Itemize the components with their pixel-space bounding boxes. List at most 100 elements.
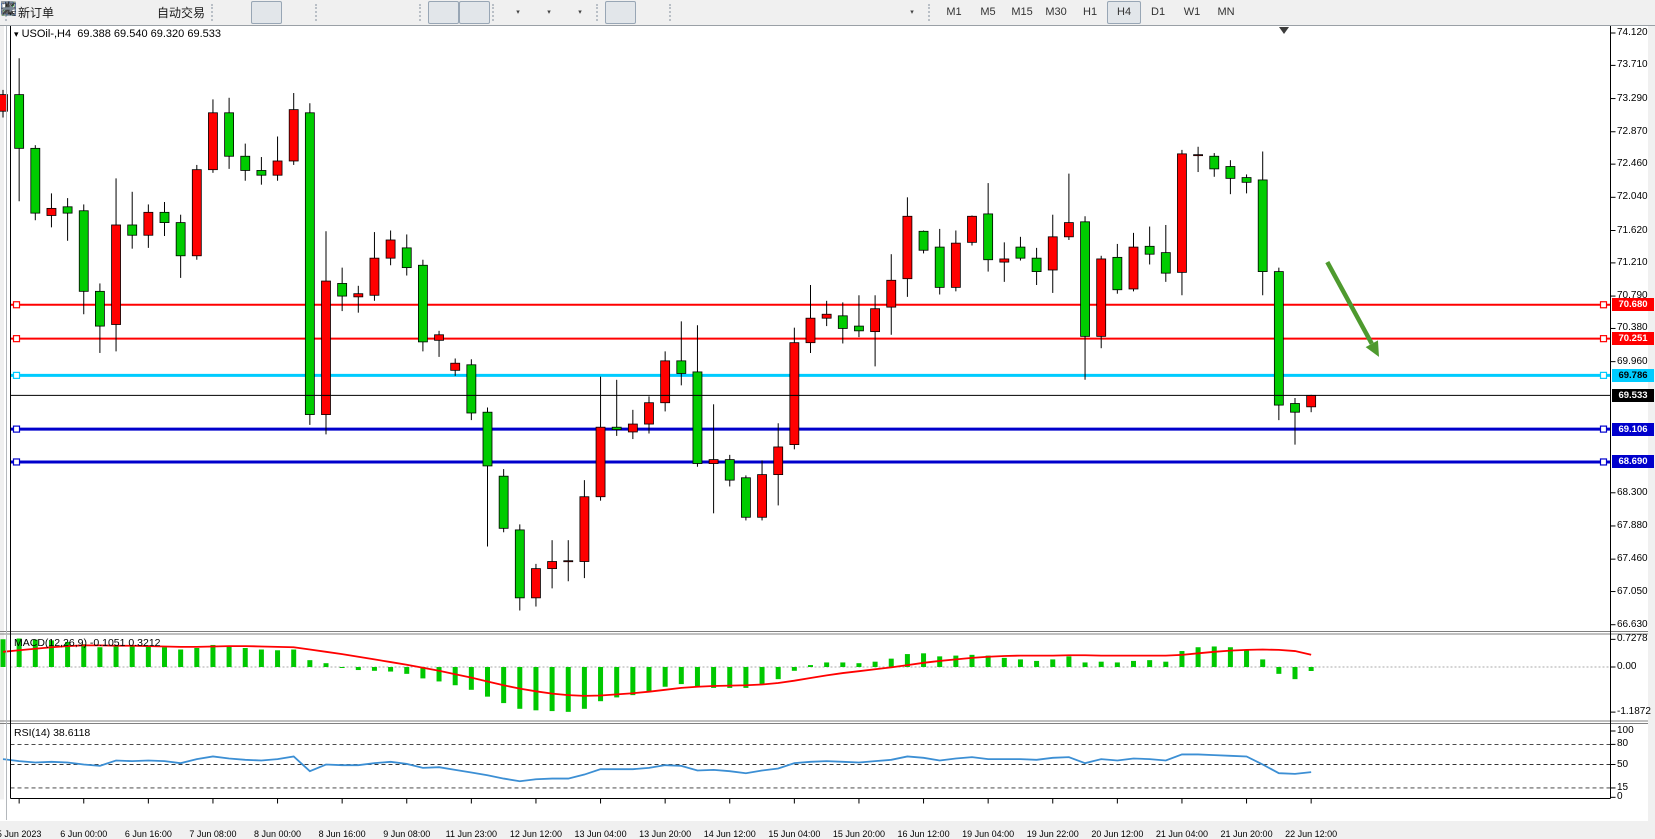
timeframe-h4-button[interactable]: H4 bbox=[1107, 0, 1142, 24]
toolbar-grip[interactable] bbox=[419, 3, 424, 21]
macd-histogram-bar bbox=[1001, 657, 1007, 667]
text-button[interactable]: A bbox=[4, 1, 864, 24]
level-line-handle[interactable] bbox=[12, 425, 21, 433]
cursor-button[interactable] bbox=[5, 0, 637, 24]
macd-histogram-bar bbox=[97, 647, 103, 667]
macd-histogram-bar bbox=[16, 638, 22, 667]
toolbar-grip[interactable] bbox=[928, 3, 933, 21]
level-line-handle[interactable] bbox=[12, 335, 21, 343]
crosshair-button[interactable] bbox=[1, 1, 667, 24]
autotrade-button[interactable]: 自动交易 bbox=[1, 1, 209, 24]
level-line-handle[interactable] bbox=[12, 371, 21, 379]
new-order-button[interactable]: 新订单 bbox=[14, 1, 58, 24]
label-button[interactable]: T bbox=[1, 1, 895, 24]
template-button[interactable]: ▾ bbox=[1, 1, 594, 24]
shapes-button[interactable]: ▾ bbox=[2, 1, 926, 24]
macd-histogram-bar bbox=[1082, 662, 1088, 667]
level-line-handle[interactable] bbox=[12, 301, 21, 309]
window-bottom-edge bbox=[0, 821, 1655, 830]
gold-icon-button[interactable] bbox=[1, 1, 89, 24]
macd-histogram-bar bbox=[533, 667, 539, 711]
candle-body bbox=[498, 475, 509, 529]
chart-shift-marker-icon[interactable] bbox=[1279, 27, 1289, 34]
time-axis-label: 13 Jun 20:00 bbox=[639, 829, 692, 839]
candle-body bbox=[983, 213, 994, 261]
macd-histogram-bar bbox=[1017, 659, 1023, 667]
candle-body bbox=[482, 411, 493, 467]
timeframe-h1-button[interactable]: H1 bbox=[1083, 6, 1098, 18]
macd-histogram-bar bbox=[1211, 646, 1217, 667]
zoom-out-button[interactable] bbox=[1, 1, 386, 24]
macd-histogram-bar bbox=[711, 667, 717, 688]
signals-button[interactable] bbox=[1, 1, 151, 24]
level-line-handle[interactable] bbox=[1599, 425, 1608, 433]
timeframe-m1-button[interactable]: M1 bbox=[946, 6, 962, 18]
line-chart-button[interactable] bbox=[1, 1, 313, 24]
market-watch-button[interactable] bbox=[1, 1, 120, 24]
macd-histogram-bar bbox=[242, 648, 248, 667]
macd-histogram-bar bbox=[969, 654, 975, 667]
macd-histogram-bar bbox=[598, 667, 604, 702]
level-line-handle[interactable] bbox=[1599, 335, 1608, 343]
timeframe-m30-button[interactable]: M30 bbox=[1045, 6, 1067, 18]
level-line-handle[interactable] bbox=[1599, 371, 1608, 379]
period-button[interactable]: ▾ bbox=[1, 1, 563, 24]
chart-shift-button[interactable] bbox=[1, 0, 491, 24]
candle-body bbox=[353, 293, 364, 298]
trend-arrow-annotation[interactable] bbox=[1325, 261, 1374, 345]
macd-histogram-bar bbox=[194, 648, 200, 667]
timeframe-m5-button[interactable]: M5 bbox=[980, 6, 996, 18]
price-axis-label: 69.960 bbox=[1617, 355, 1648, 367]
candle-body bbox=[1047, 236, 1058, 271]
collapse-triangle-icon[interactable]: ▾ bbox=[14, 29, 19, 39]
channel-button[interactable]: E bbox=[1, 1, 802, 24]
horizontal-line-button[interactable] bbox=[1, 1, 740, 24]
timeframe-mn-button[interactable]: MN bbox=[1217, 6, 1235, 18]
toolbar-grip[interactable] bbox=[669, 3, 674, 21]
candle-body bbox=[886, 279, 897, 308]
macd-histogram-bar bbox=[1179, 651, 1185, 667]
price-axis-label: 72.460 bbox=[1617, 158, 1648, 170]
time-axis-label: 9 Jun 08:00 bbox=[383, 829, 431, 839]
timeframe-d1-button[interactable]: D1 bbox=[1151, 6, 1166, 18]
price-level-badge-69.786: 69.786 bbox=[1612, 368, 1654, 382]
chart-canvas[interactable] bbox=[0, 25, 1655, 830]
toolbar-grip[interactable] bbox=[211, 3, 216, 21]
time-axis-label: 8 Jun 00:00 bbox=[254, 829, 302, 839]
toolbar-grip[interactable] bbox=[596, 3, 601, 21]
trendline-button[interactable] bbox=[1, 1, 771, 24]
zoom-in-button[interactable] bbox=[1, 1, 355, 24]
candle-body bbox=[304, 112, 315, 415]
toolbar-grip[interactable] bbox=[315, 3, 320, 21]
trend-arrow-head[interactable] bbox=[1365, 340, 1379, 357]
chart-window[interactable]: ▾ USOil-,H4 69.388 69.540 69.320 69.533 … bbox=[0, 25, 1655, 839]
candle-body bbox=[1193, 154, 1203, 157]
tile-windows-button[interactable] bbox=[1, 1, 417, 24]
macd-histogram-bar bbox=[32, 639, 38, 667]
price-axis-label: 70.790 bbox=[1617, 290, 1648, 302]
chart-title: ▾ USOil-,H4 69.388 69.540 69.320 69.533 bbox=[14, 28, 221, 40]
candle-body bbox=[1064, 222, 1074, 238]
timeframe-m15-button[interactable]: M15 bbox=[1011, 6, 1033, 18]
candle-body bbox=[514, 529, 525, 599]
candle-body bbox=[934, 246, 945, 288]
add-indicator-button[interactable]: ▾ bbox=[1, 1, 532, 24]
toolbar-grip[interactable] bbox=[492, 3, 497, 21]
chevron-down-icon: ▾ bbox=[578, 9, 582, 16]
auto-scroll-button[interactable] bbox=[1, 0, 460, 24]
candle-body bbox=[547, 561, 557, 570]
timeframe-w1-button[interactable]: W1 bbox=[1183, 6, 1201, 18]
candle-body bbox=[708, 459, 719, 464]
candle-body bbox=[821, 313, 832, 319]
time-axis-label: 6 Jun 00:00 bbox=[60, 829, 108, 839]
level-line-handle[interactable] bbox=[1599, 458, 1608, 466]
fibonacci-button[interactable]: F bbox=[2, 1, 833, 24]
level-line-handle[interactable] bbox=[1599, 301, 1608, 309]
rsi-axis-label: 80 bbox=[1617, 738, 1629, 750]
vertical-line-button[interactable] bbox=[7, 1, 709, 24]
macd-histogram-bar bbox=[581, 667, 587, 709]
level-line-handle[interactable] bbox=[12, 458, 21, 466]
bar-chart-button[interactable] bbox=[2, 1, 251, 24]
candlestick-chart-button[interactable] bbox=[2, 0, 283, 24]
time-axis-label: 22 Jun 12:00 bbox=[1285, 829, 1338, 839]
